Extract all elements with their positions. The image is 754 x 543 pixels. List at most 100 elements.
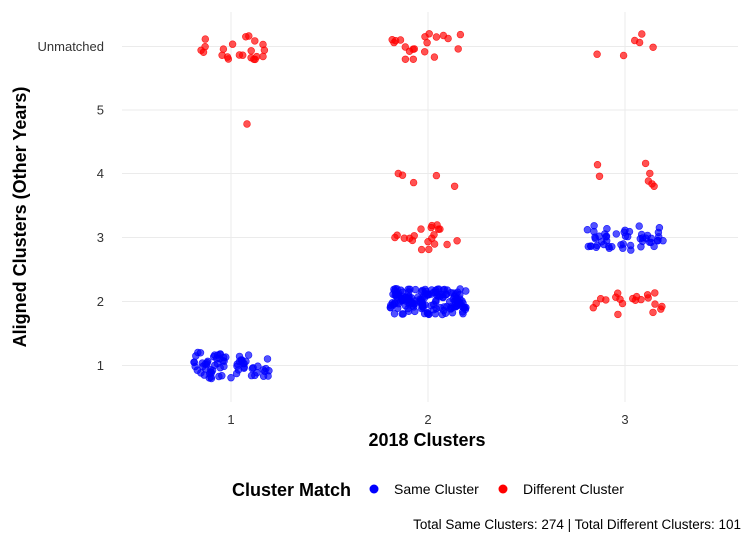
data-point-different-cluster: [247, 47, 255, 55]
data-point-same-cluster: [259, 366, 267, 374]
data-point-same-cluster: [200, 371, 209, 379]
data-point-different-cluster: [425, 30, 433, 38]
data-point-same-cluster: [441, 309, 450, 317]
data-point-different-cluster: [409, 55, 417, 63]
data-point-different-cluster: [417, 245, 426, 254]
data-point-different-cluster: [450, 182, 459, 191]
data-point-same-cluster: [587, 242, 595, 250]
data-point-same-cluster: [462, 287, 470, 295]
data-point-different-cluster: [614, 310, 622, 319]
grid-lines: [122, 12, 738, 402]
data-point-same-cluster: [425, 291, 433, 299]
data-point-different-cluster: [651, 289, 659, 297]
data-point-different-cluster: [251, 55, 259, 64]
data-point-different-cluster: [443, 240, 451, 249]
data-point-same-cluster: [394, 291, 402, 299]
data-point-different-cluster: [649, 308, 657, 317]
data-point-different-cluster: [223, 53, 232, 61]
data-point-same-cluster: [446, 298, 454, 306]
data-point-same-cluster: [411, 307, 419, 316]
data-point-same-cluster: [234, 366, 243, 374]
data-point-different-cluster: [409, 178, 418, 187]
data-point-same-cluster: [590, 227, 598, 236]
data-point-different-cluster: [425, 245, 433, 254]
data-point-different-cluster: [235, 51, 244, 59]
data-point-same-cluster: [456, 298, 464, 306]
y-tick-label: 3: [97, 230, 104, 245]
data-point-same-cluster: [401, 301, 410, 310]
legend-title: Cluster Match: [232, 480, 351, 500]
data-point-same-cluster: [602, 233, 610, 241]
data-point-different-cluster: [595, 172, 604, 181]
data-point-same-cluster: [249, 364, 257, 372]
data-point-different-cluster: [632, 292, 641, 301]
y-tick-label: Unmatched: [38, 39, 104, 54]
data-point-different-cluster: [421, 48, 429, 56]
y-tick-label: 5: [97, 103, 104, 118]
data-point-different-cluster: [454, 45, 462, 53]
data-point-same-cluster: [433, 285, 442, 293]
data-point-same-cluster: [417, 296, 425, 304]
data-point-same-cluster: [635, 222, 643, 230]
data-point-different-cluster: [456, 30, 465, 39]
x-tick-label: 2: [424, 412, 431, 427]
data-point-different-cluster: [646, 169, 654, 178]
data-point-different-cluster: [432, 33, 441, 41]
data-point-different-cluster: [251, 37, 259, 45]
data-point-same-cluster: [192, 352, 200, 360]
data-point-different-cluster: [394, 169, 402, 178]
data-point-different-cluster: [439, 31, 448, 40]
data-point-different-cluster: [259, 40, 267, 49]
legend-label-different-cluster: Different Cluster: [523, 481, 624, 497]
data-point-same-cluster: [390, 310, 399, 318]
data-point-different-cluster: [619, 51, 628, 60]
data-point-different-cluster: [593, 50, 601, 58]
data-point-different-cluster: [219, 45, 228, 53]
data-point-different-cluster: [649, 43, 657, 51]
data-point-same-cluster: [227, 374, 235, 382]
data-point-same-cluster: [619, 240, 627, 248]
tick-labels: 1 2 3 1 2 3 4 5 Unmatched: [38, 39, 629, 427]
data-point-different-cluster: [657, 305, 665, 313]
data-point-same-cluster: [647, 238, 655, 247]
data-point-different-cluster: [641, 159, 650, 168]
x-axis-title: 2018 Clusters: [368, 430, 485, 450]
data-point-same-cluster: [386, 303, 394, 312]
data-point-same-cluster: [402, 293, 410, 302]
data-point-different-cluster: [417, 225, 425, 233]
data-point-same-cluster: [420, 309, 429, 318]
data-point-same-cluster: [263, 355, 272, 363]
y-tick-label: 1: [97, 358, 104, 373]
data-point-different-cluster: [405, 47, 414, 55]
data-point-same-cluster: [439, 290, 447, 299]
data-point-different-cluster: [630, 36, 639, 45]
data-point-different-cluster: [430, 53, 439, 61]
data-point-different-cluster: [197, 46, 205, 54]
data-point-different-cluster: [650, 182, 658, 191]
data-point-same-cluster: [605, 244, 613, 252]
data-point-same-cluster: [411, 285, 420, 294]
data-point-same-cluster: [600, 240, 608, 249]
data-point-same-cluster: [191, 362, 199, 371]
data-point-same-cluster: [583, 226, 592, 234]
data-point-different-cluster: [391, 233, 399, 242]
data-point-different-cluster: [651, 300, 659, 308]
data-point-same-cluster: [638, 237, 647, 246]
data-point-different-cluster: [593, 161, 602, 169]
data-point-same-cluster: [198, 359, 207, 367]
x-tick-label: 1: [227, 412, 234, 427]
x-tick-label: 3: [621, 412, 628, 427]
data-point-same-cluster: [399, 310, 407, 318]
data-points: [190, 30, 667, 383]
data-point-different-cluster: [423, 38, 431, 47]
data-point-same-cluster: [390, 285, 398, 294]
legend-swatch-same-cluster: [369, 484, 379, 494]
data-point-different-cluster: [430, 231, 438, 239]
data-point-different-cluster: [201, 35, 210, 43]
data-point-same-cluster: [654, 228, 663, 237]
data-point-same-cluster: [603, 225, 611, 233]
data-point-same-cluster: [207, 373, 215, 381]
y-tick-label: 2: [97, 294, 104, 309]
data-point-different-cluster: [432, 171, 441, 180]
